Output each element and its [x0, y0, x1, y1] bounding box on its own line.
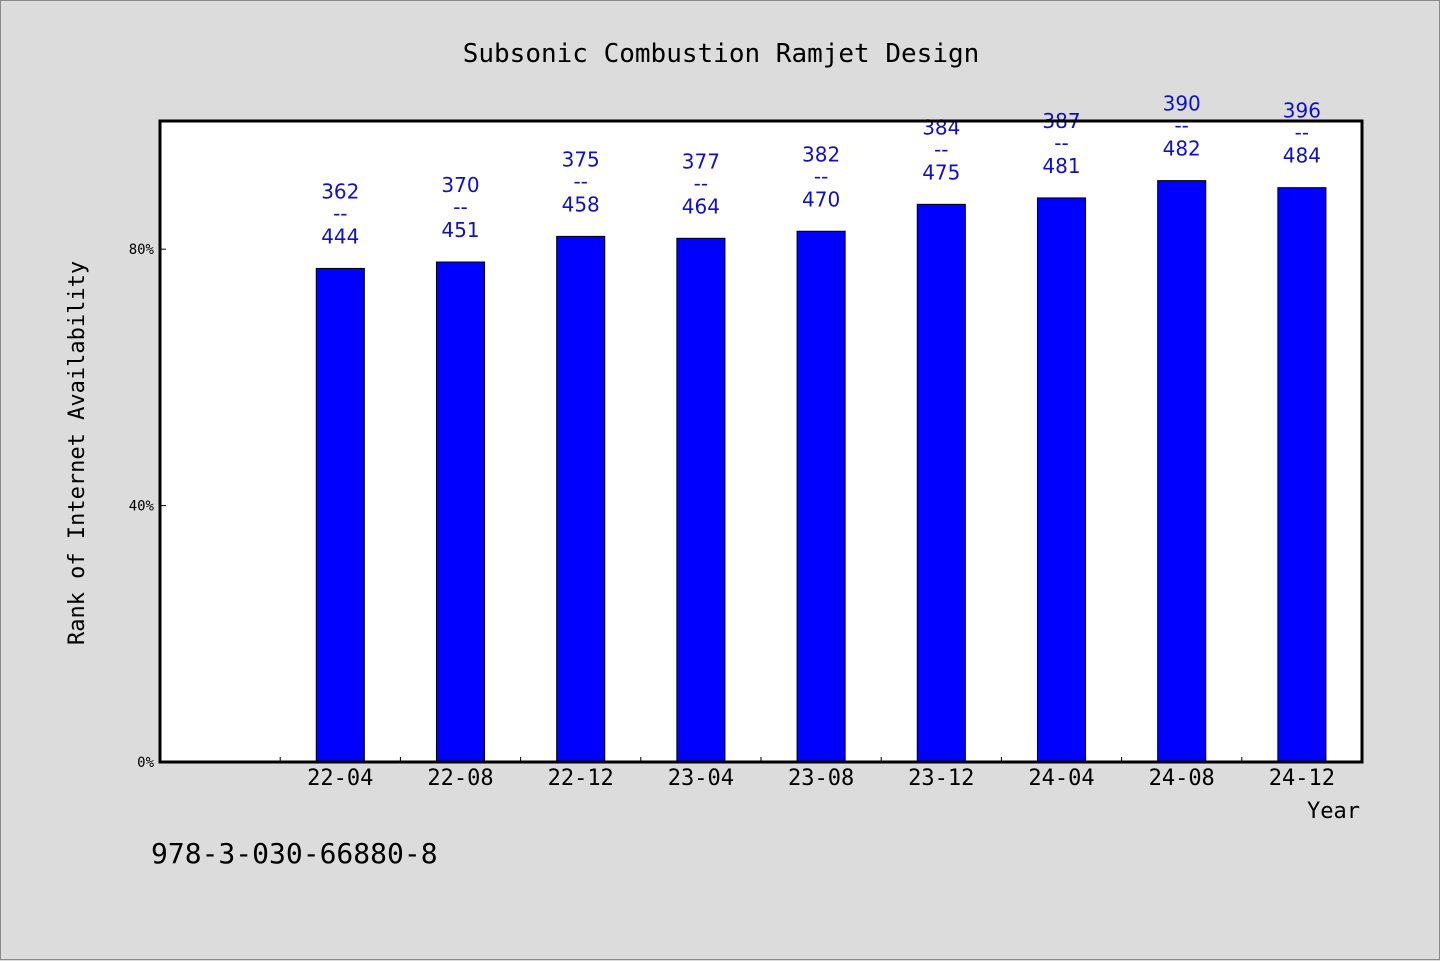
bar-24-08	[1157, 180, 1207, 763]
x-tick-label-24-04: 24-04	[1028, 766, 1094, 791]
bar-23-12	[916, 203, 966, 763]
data-label-top-22-04: 362	[321, 179, 359, 203]
data-label-bottom-23-08: 470	[802, 187, 840, 211]
data-label-top-23-08: 382	[802, 142, 840, 166]
y-tick-label: 80%	[129, 242, 155, 258]
x-tick-label-24-08: 24-08	[1149, 766, 1215, 791]
bar-22-12	[556, 235, 606, 763]
bars-group	[315, 180, 1327, 763]
ticks-group: 22-04 22-08 22-12 23-04 23-08 23-12 24-04 24-08…	[129, 242, 1335, 791]
x-tick-label-23-08: 23-08	[788, 766, 854, 791]
bar-22-04	[315, 267, 365, 763]
data-label-sep-23-12: --	[934, 137, 948, 161]
data-label-sep-24-08: --	[1174, 114, 1188, 138]
bar-22-08	[435, 261, 486, 763]
data-label-top-24-08: 390	[1163, 92, 1201, 116]
data-label-top-22-12: 375	[562, 147, 600, 171]
data-label-sep-22-12: --	[573, 169, 587, 193]
data-label-sep-22-08: --	[453, 195, 467, 219]
data-label-top-22-08: 370	[441, 173, 479, 197]
data-label-bottom-22-04: 444	[321, 224, 359, 248]
bar-24-04	[1036, 197, 1087, 763]
x-tick-label-24-12: 24-12	[1269, 766, 1335, 791]
data-label-bottom-22-12: 458	[562, 192, 600, 216]
data-label-sep-23-08: --	[814, 164, 828, 188]
x-axis-title: Year	[1307, 799, 1360, 824]
data-label-bottom-23-12: 475	[922, 160, 960, 184]
isbn-label: 978-3-030-66880-8	[151, 837, 438, 870]
x-tick-label-22-04: 22-04	[307, 766, 373, 791]
x-tick-label-23-04: 23-04	[668, 766, 734, 791]
data-label-bottom-24-08: 482	[1163, 137, 1201, 161]
y-tick-label: 40%	[129, 499, 155, 515]
data-label-sep-22-04: --	[333, 201, 347, 225]
bar-23-08	[796, 230, 846, 763]
data-label-bottom-23-04: 464	[682, 194, 720, 218]
x-tick-label-23-12: 23-12	[908, 766, 974, 791]
data-label-top-23-12: 384	[922, 115, 960, 139]
plot-border	[158, 119, 1364, 764]
data-label-sep-24-04: --	[1054, 131, 1068, 155]
bar-24-12	[1277, 187, 1327, 763]
y-axis-title: Rank of Internet Availability	[65, 261, 90, 645]
data-label-top-23-04: 377	[682, 149, 720, 173]
data-label-bottom-24-04: 481	[1042, 154, 1080, 178]
chart-title: Subsonic Combustion Ramjet Design	[463, 39, 980, 69]
x-tick-label-22-08: 22-08	[427, 766, 493, 791]
data-label-sep-23-04: --	[694, 171, 708, 195]
data-label-sep-24-12: --	[1295, 121, 1309, 145]
data-label-bottom-24-12: 484	[1283, 144, 1321, 168]
data-label-top-24-12: 396	[1283, 99, 1321, 123]
data-label-bottom-22-08: 451	[441, 218, 479, 242]
x-tick-label-22-12: 22-12	[548, 766, 614, 791]
y-tick-label: 0%	[137, 755, 154, 771]
bar-23-04	[676, 237, 726, 763]
